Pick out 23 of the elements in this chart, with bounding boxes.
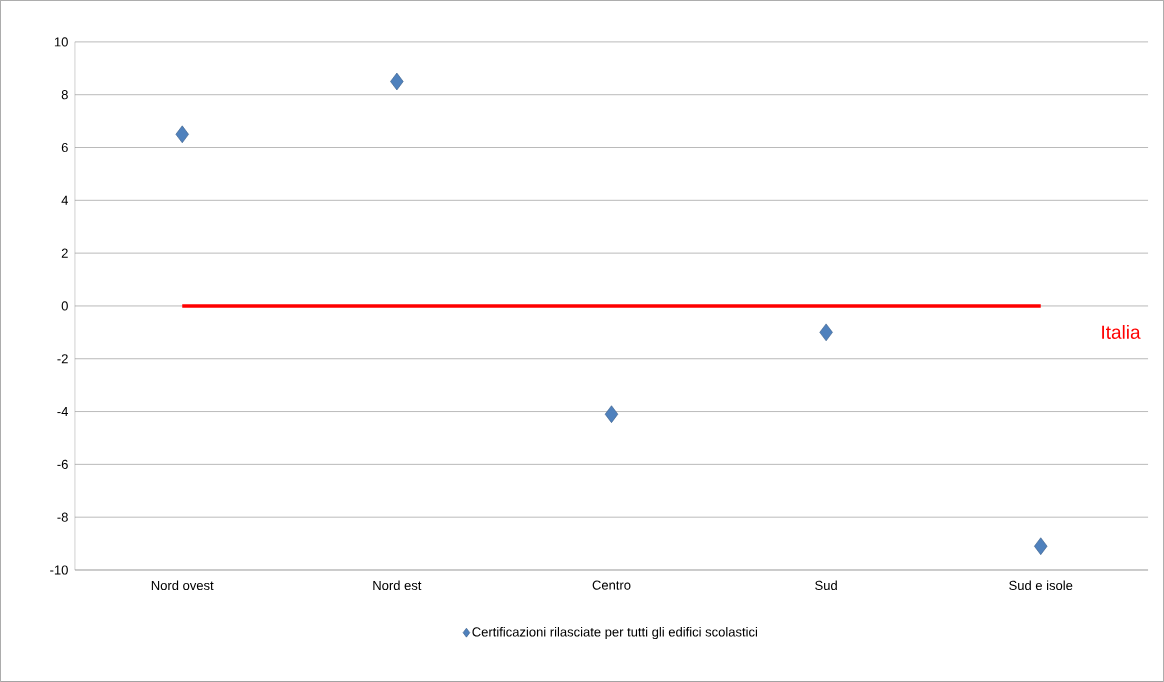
- x-tick-label: Centro: [592, 580, 631, 590]
- x-tick-label: Sud e isole: [1009, 580, 1073, 591]
- y-tick-label: -8: [57, 512, 68, 522]
- point: [390, 72, 404, 91]
- point: [175, 125, 189, 144]
- y-tick-label: -4: [57, 407, 69, 417]
- y-tick-label: 8: [61, 90, 68, 100]
- x-tick-label: Nord est: [373, 580, 422, 591]
- ref-line-label: Italia: [1102, 325, 1141, 339]
- y-tick-label: 4: [61, 195, 69, 205]
- x-tick-label: Sud: [815, 580, 837, 591]
- y-tick-label: 2: [61, 248, 68, 258]
- point: [1034, 537, 1048, 556]
- y-tick-label: -2: [57, 354, 68, 364]
- y-tick-label: 0: [61, 301, 68, 311]
- y-tick-label: -6: [57, 459, 68, 470]
- point: [604, 405, 619, 424]
- y-tick-label: -10: [50, 565, 68, 575]
- legend-label: Certificazioni rilasciate per tutti gli edifici scolastici: [472, 627, 758, 640]
- y-tick-label: 6: [61, 142, 68, 153]
- x-tick-label: Nord ovest: [151, 580, 214, 591]
- point: [819, 323, 833, 342]
- y-tick-label: 10: [54, 37, 68, 47]
